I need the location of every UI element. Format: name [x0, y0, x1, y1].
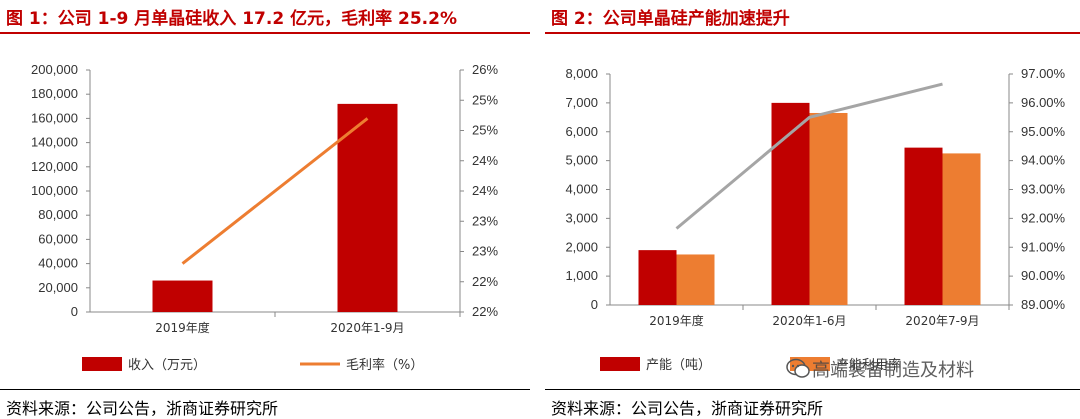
left-y-tick-label: 120,000 [31, 159, 78, 174]
x-category-label: 2020年1-9月 [330, 321, 404, 335]
left-y-tick-label: 2,000 [565, 239, 598, 254]
left-y-tick-label: 3,000 [565, 210, 598, 225]
bar-1-1 [152, 280, 213, 312]
right-y-tick-label: 89.00% [1021, 297, 1066, 312]
figure-2-source-rule [545, 389, 1080, 390]
figure-2-title-rule [545, 32, 1080, 34]
right-y-tick-label: 91.00% [1021, 239, 1066, 254]
bar-1-2 [337, 103, 398, 312]
left-y-tick-label: 160,000 [31, 110, 78, 125]
legend-swatch [600, 357, 640, 371]
figure-2-panel: 图 2：公司单晶硅产能加速提升 0 1,000 2,000 3,000 4,000 5,0… [545, 0, 1080, 419]
figure-1-source-rule [0, 389, 530, 390]
legend-label: 收入（万元） [128, 358, 206, 373]
left-y-tick-label: 20,000 [38, 280, 78, 295]
wechat-icon [786, 358, 810, 378]
figure-2-title: 图 2：公司单晶硅产能加速提升 [551, 9, 790, 29]
bar-2-2 [809, 112, 848, 305]
left-y-tick-label: 5,000 [565, 153, 598, 168]
bar-2-1 [676, 254, 715, 305]
figure-2-source: 资料来源：公司公告，浙商证券研究所 [551, 399, 824, 418]
figure-1-panel: 图 1：公司 1-9 月单晶硅收入 17.2 亿元，毛利率 25.2% 0 20,… [0, 0, 530, 419]
left-y-tick-label: 8,000 [565, 66, 598, 81]
left-y-tick-label: 40,000 [38, 256, 78, 271]
left-y-tick-label: 6,000 [565, 124, 598, 139]
left-y-tick-label: 7,000 [565, 95, 598, 110]
right-y-tick-label: 26% [472, 62, 498, 77]
right-y-tick-label: 23% [472, 244, 498, 259]
left-y-tick-label: 0 [591, 297, 598, 312]
legend-label: 毛利率（%） [346, 357, 423, 373]
left-y-tick-label: 1,000 [565, 268, 598, 283]
x-category-label: 2019年度 [155, 320, 210, 335]
right-y-tick-label: 95.00% [1021, 124, 1066, 139]
figure-2-chart: 0 1,000 2,000 3,000 4,000 5,000 6,000 7,000 8,00… [565, 66, 1066, 373]
right-y-tick-label: 93.00% [1021, 182, 1066, 197]
x-category-label: 2020年7-9月 [905, 314, 979, 328]
left-y-tick-label: 100,000 [31, 183, 78, 198]
line-series-1 [675, 82, 943, 230]
left-y-tick-label: 4,000 [565, 182, 598, 197]
right-y-tick-label: 22% [472, 274, 498, 289]
figure-1-title-rule [0, 32, 530, 34]
bar-1-1 [638, 250, 677, 305]
x-category-label: 2019年度 [649, 313, 704, 328]
figure-1-source: 资料来源：公司公告，浙商证券研究所 [6, 399, 279, 418]
bar-2-3 [942, 153, 981, 305]
right-y-tick-label: 96.00% [1021, 95, 1066, 110]
figure-1-chart: 0 20,000 40,000 60,000 80,000 100,000 120,000 1… [31, 62, 498, 373]
legend-swatch [82, 357, 122, 371]
figure-1-title: 图 1：公司 1-9 月单晶硅收入 17.2 亿元，毛利率 25.2% [6, 9, 457, 29]
right-y-tick-label: 97.00% [1021, 66, 1066, 81]
left-y-tick-label: 200,000 [31, 62, 78, 77]
x-category-label: 2020年1-6月 [772, 314, 846, 328]
bar-1-2 [771, 102, 810, 305]
left-y-tick-label: 140,000 [31, 135, 78, 150]
watermark-text: 高端装备制造及材料 [812, 360, 974, 381]
left-y-tick-label: 60,000 [38, 231, 78, 246]
legend-label: 产能（吨） [646, 358, 711, 373]
right-y-tick-label: 92.00% [1021, 210, 1066, 225]
legend-label: 产能利用率 [836, 357, 901, 373]
right-y-tick-label: 25% [472, 123, 498, 138]
right-y-tick-label: 23% [472, 213, 498, 228]
right-y-tick-label: 90.00% [1021, 268, 1066, 283]
left-y-tick-label: 180,000 [31, 86, 78, 101]
right-y-tick-label: 94.00% [1021, 153, 1066, 168]
right-y-tick-label: 25% [472, 92, 498, 107]
right-y-tick-label: 24% [472, 153, 498, 168]
left-y-tick-label: 0 [71, 304, 78, 319]
right-y-tick-label: 24% [472, 183, 498, 198]
bar-1-3 [904, 147, 943, 305]
line-series-1 [181, 117, 369, 265]
left-y-tick-label: 80,000 [38, 207, 78, 222]
right-y-tick-label: 22% [472, 304, 498, 319]
